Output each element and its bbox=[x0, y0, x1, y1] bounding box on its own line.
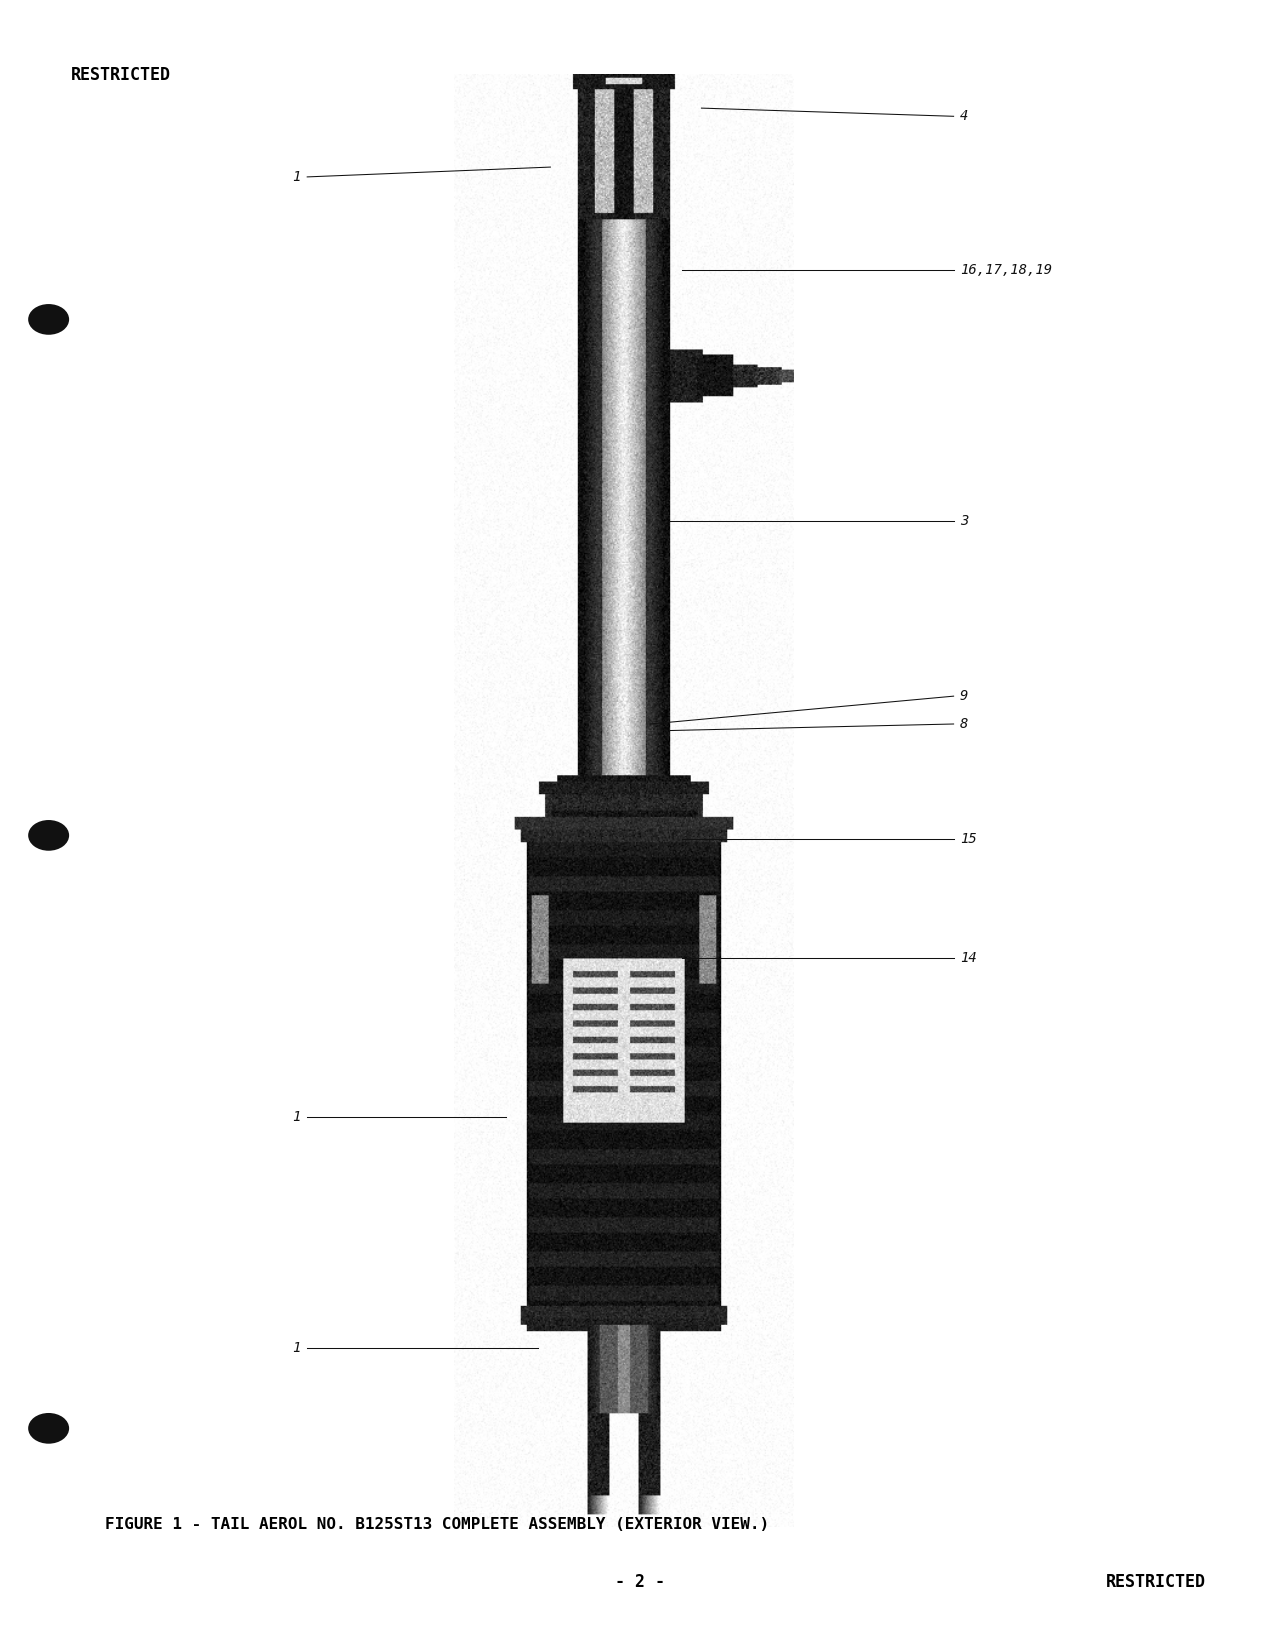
Text: RESTRICTED: RESTRICTED bbox=[70, 66, 170, 84]
Text: - 2 -: - 2 - bbox=[614, 1574, 666, 1590]
Text: 3: 3 bbox=[960, 514, 969, 527]
Text: 1: 1 bbox=[292, 170, 301, 183]
Ellipse shape bbox=[28, 305, 69, 334]
Text: 4: 4 bbox=[960, 110, 969, 123]
Text: 15: 15 bbox=[960, 832, 977, 845]
Text: 8: 8 bbox=[960, 717, 969, 731]
Text: FIGURE 1 - TAIL AEROL NO. B125ST13 COMPLETE ASSEMBLY (EXTERIOR VIEW.): FIGURE 1 - TAIL AEROL NO. B125ST13 COMPL… bbox=[105, 1517, 769, 1533]
Text: 14: 14 bbox=[960, 952, 977, 965]
Text: 16,17,18,19: 16,17,18,19 bbox=[960, 264, 1052, 277]
Text: 9: 9 bbox=[960, 690, 969, 703]
Text: 1: 1 bbox=[292, 1111, 301, 1124]
Text: 1: 1 bbox=[292, 1342, 301, 1355]
Text: RESTRICTED: RESTRICTED bbox=[1106, 1574, 1206, 1590]
Ellipse shape bbox=[28, 1414, 69, 1443]
Ellipse shape bbox=[28, 821, 69, 850]
